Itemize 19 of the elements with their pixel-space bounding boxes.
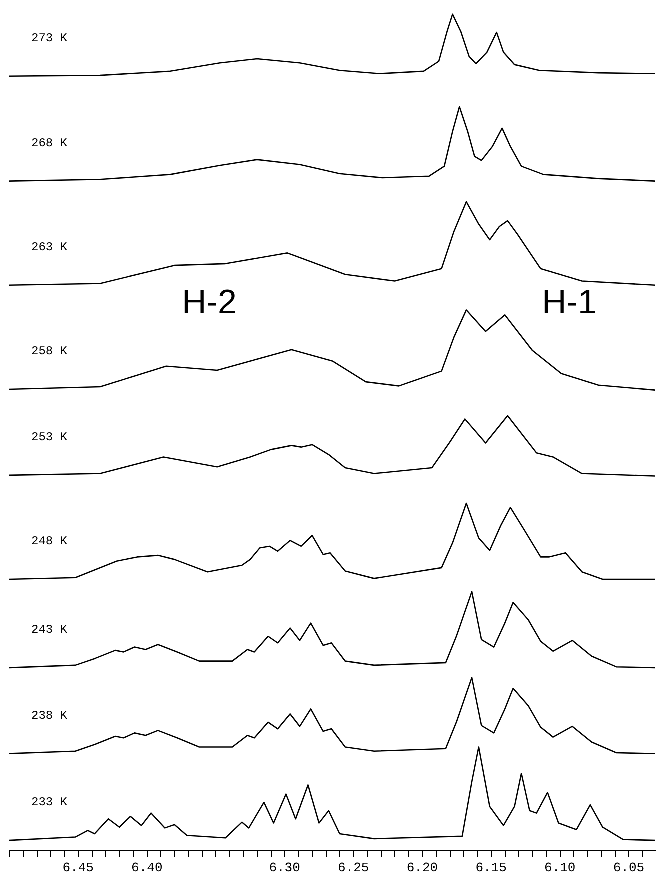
text: 243 K: [32, 622, 68, 637]
text: 258 K: [32, 344, 68, 358]
x-tick-label: 6.45: [62, 860, 94, 874]
text: 238 K: [32, 708, 68, 723]
text: 248 K: [32, 534, 68, 549]
annotation: H-1: [542, 284, 597, 322]
x-tick-label: 6.40: [132, 860, 163, 874]
x-tick-label: 6.30: [269, 860, 300, 874]
x-tick-label: 6.25: [338, 860, 370, 874]
x-tick-label: 6.20: [406, 860, 438, 874]
text: 263 K: [32, 240, 68, 254]
text: 233 K: [32, 796, 68, 810]
text: 253 K: [32, 430, 68, 444]
x-tick-label: 6.10: [544, 860, 576, 874]
x-tick-label: 6.15: [476, 860, 507, 874]
annotation: H-2: [182, 284, 237, 322]
x-tick-label: 6.05: [613, 860, 645, 874]
text: 268 K: [32, 136, 68, 150]
text: 273 K: [32, 31, 68, 46]
